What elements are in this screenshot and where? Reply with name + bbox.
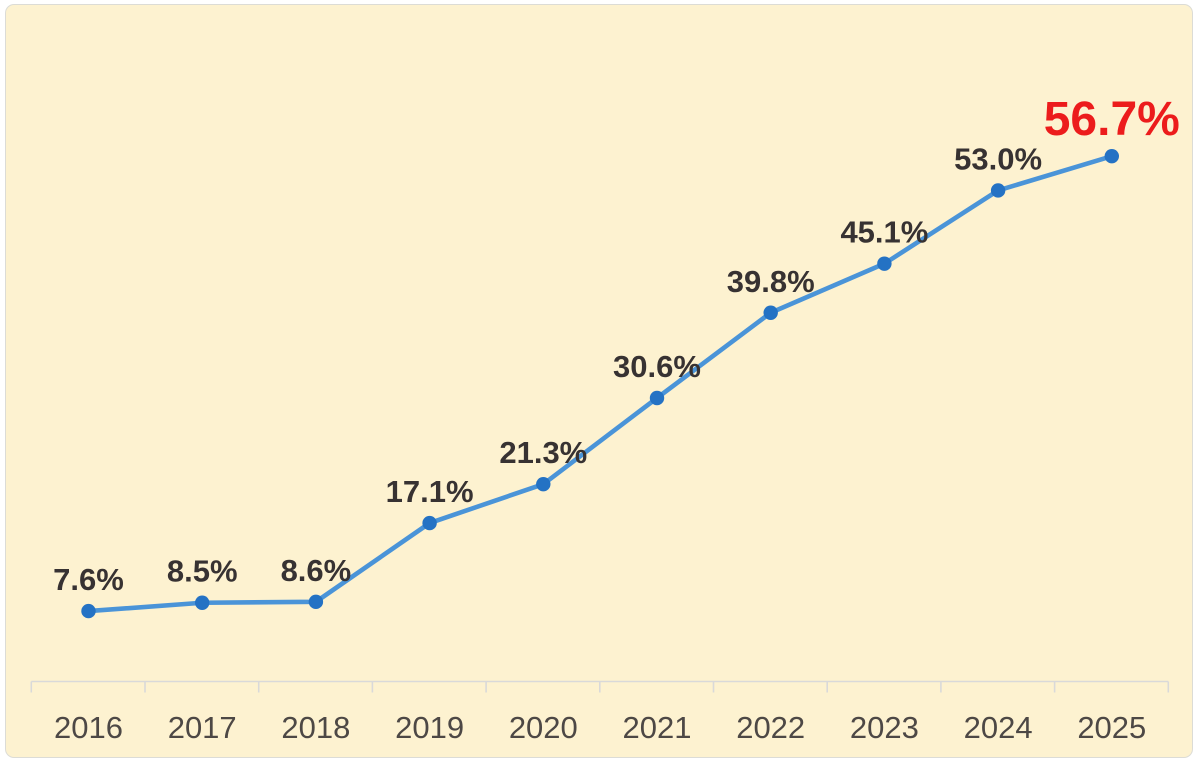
x-axis-label: 2025 xyxy=(1077,710,1146,745)
data-point xyxy=(990,183,1006,198)
data-point xyxy=(1104,148,1120,164)
trend-line xyxy=(86,153,1115,614)
data-point xyxy=(422,515,437,531)
data-label: 53.0% xyxy=(954,141,1042,176)
data-point xyxy=(763,305,778,320)
data-label: 45.1% xyxy=(840,215,928,250)
x-axis-label: 2019 xyxy=(395,710,464,745)
x-axis-label: 2016 xyxy=(54,710,123,745)
data-label: 21.3% xyxy=(499,435,587,470)
data-label: 8.6% xyxy=(281,553,352,588)
data-label: 39.8% xyxy=(727,264,815,299)
data-point xyxy=(536,476,551,492)
data-point xyxy=(308,594,324,610)
data-label: 7.6% xyxy=(53,562,124,597)
highlight-data-label: 56.7% xyxy=(1044,93,1180,146)
x-axis-label: 2024 xyxy=(964,710,1033,745)
x-axis-label: 2022 xyxy=(736,710,805,745)
x-axis-label: 2017 xyxy=(168,710,237,745)
chart-card xyxy=(5,4,1193,758)
x-axis-label: 2018 xyxy=(281,710,350,745)
data-point xyxy=(195,595,210,610)
data-point xyxy=(877,256,892,271)
data-point xyxy=(81,603,96,619)
data-point xyxy=(649,390,665,406)
x-axis-label: 2021 xyxy=(623,710,692,745)
x-axis-label: 2020 xyxy=(509,710,578,745)
data-label: 17.1% xyxy=(386,474,474,509)
x-axis-label: 2023 xyxy=(850,710,919,745)
data-label: 8.5% xyxy=(167,554,238,589)
data-label: 30.6% xyxy=(613,349,701,384)
